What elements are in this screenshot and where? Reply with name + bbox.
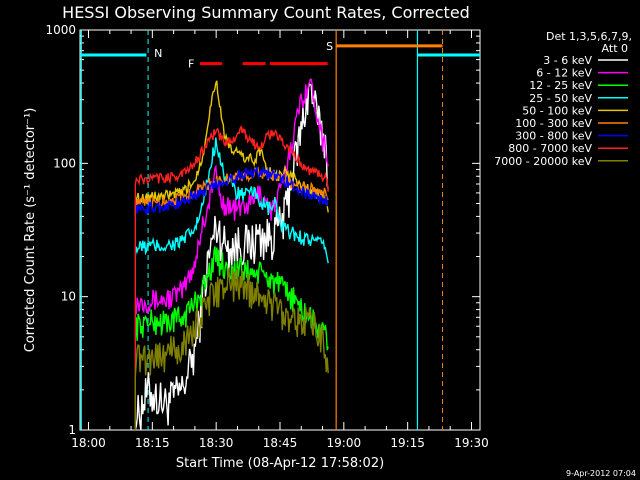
y-tick-label: 1	[68, 423, 76, 437]
legend-label: 300 - 800 keV	[515, 130, 592, 143]
legend-label: 6 - 12 keV	[536, 67, 592, 80]
attenuator-label: N	[154, 47, 162, 60]
legend-label: 12 - 25 keV	[529, 79, 592, 92]
x-tick-label: 19:00	[327, 436, 362, 450]
series-line	[134, 246, 329, 430]
legend-label: 7000 - 20000 keV	[494, 155, 592, 168]
chart-title: HESSI Observing Summary Count Rates, Cor…	[62, 3, 470, 22]
y-tick-label: 100	[53, 156, 76, 170]
x-tick-label: 19:15	[390, 436, 425, 450]
y-tick-label: 1000	[45, 23, 76, 37]
series-line	[134, 80, 329, 430]
x-axis-title: Start Time (08-Apr-12 17:58:02)	[176, 456, 384, 471]
annotations: N S F	[80, 30, 480, 430]
x-tick-label: 19:30	[454, 436, 489, 450]
series-line	[134, 165, 329, 430]
legend-header-1: Det 1,3,5,6,7,9,	[546, 30, 632, 43]
y-tick-label: 10	[61, 290, 76, 304]
legend-header-2: Att 0	[602, 42, 628, 55]
flare-label: F	[188, 58, 194, 71]
legend-label: 800 - 7000 keV	[508, 142, 592, 155]
saa-label: S	[326, 40, 333, 53]
y-axis-title: Corrected Count Rate (s⁻¹ detector⁻¹)	[23, 108, 38, 353]
series-line	[134, 267, 329, 430]
legend-label: 25 - 50 keV	[529, 92, 592, 105]
series-line	[134, 82, 329, 431]
x-tick-label: 18:15	[135, 436, 170, 450]
legend-label: 100 - 300 keV	[515, 117, 592, 130]
x-tick-label: 18:00	[71, 436, 106, 450]
series-line	[134, 78, 329, 430]
footer-date: 9-Apr-2012 07:04	[566, 469, 636, 478]
legend-label: 3 - 6 keV	[543, 54, 592, 67]
legend-label: 50 - 100 keV	[522, 104, 592, 117]
series-line	[134, 124, 329, 430]
series-group	[134, 78, 329, 431]
y-axis: 1 10 100 1000	[45, 23, 480, 437]
x-axis: 18:00 18:15 18:30 18:45 19:00 19:15 19:30	[71, 30, 489, 450]
x-tick-label: 18:30	[199, 436, 234, 450]
x-tick-label: 18:45	[263, 436, 298, 450]
